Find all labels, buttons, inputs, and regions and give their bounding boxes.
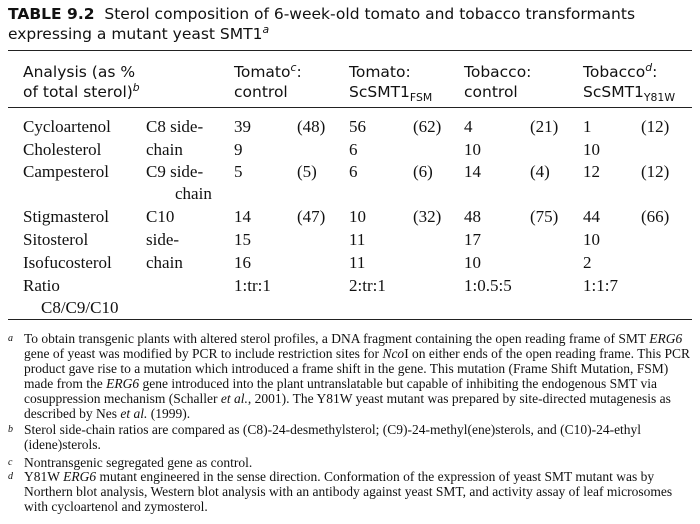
footnote-text: Y81W ERG6 mutant engineered in the sense…	[24, 469, 673, 514]
table-cell-value: 14	[234, 207, 251, 226]
table-cell-value: 2:tr:1	[349, 276, 386, 295]
table-cell-ratio-percent: (62)	[413, 117, 442, 136]
table-cell-value: 4	[464, 117, 473, 136]
header-analysis: Analysis (as % of total sterol)b	[23, 63, 140, 101]
header-tobacco-control: Tobacco: control	[464, 63, 532, 101]
footnote-marker: c	[8, 457, 13, 468]
table-cell-value: 44	[583, 207, 600, 226]
table-cell-value: 17	[464, 230, 481, 249]
footnote-c: c Nontransgenic segregated gene as contro…	[8, 455, 696, 470]
table-cell-value: 12	[583, 162, 600, 181]
table-cell-value: 6	[349, 140, 358, 159]
row-group: C8 side-	[146, 117, 204, 136]
footnote-marker: a	[8, 333, 13, 344]
row-name: Isofucosterol	[23, 253, 112, 272]
footnote-marker: d	[8, 471, 13, 482]
footnote-text: To obtain transgenic plants with altered…	[24, 331, 690, 421]
table-cell-value: 39	[234, 117, 251, 136]
bottom-rule	[8, 319, 692, 320]
caption-footnote-marker: a	[262, 22, 270, 36]
table-cell-value: 11	[349, 230, 366, 249]
table-cell-value: 1:tr:1	[234, 276, 271, 295]
table-cell-value: 56	[349, 117, 366, 136]
row-group: chain	[175, 184, 212, 203]
table-cell-value: 10	[464, 253, 481, 272]
table-cell-value: 9	[234, 140, 243, 159]
table-cell-ratio-percent: (4)	[530, 162, 550, 181]
footnote-b: b Sterol side-chain ratios are compared a…	[8, 422, 696, 452]
row-name: Ratio	[23, 276, 60, 295]
footnote-d: d Y81W ERG6 mutant engineered in the sens…	[8, 469, 696, 514]
table-cell-value: 11	[349, 253, 366, 272]
table-cell-ratio-percent: (12)	[641, 117, 670, 136]
header-rule	[8, 107, 692, 108]
table-cell-value: 6	[349, 162, 358, 181]
footnote-a: a To obtain transgenic plants with altere…	[8, 331, 696, 421]
footnote-text: Sterol side-chain ratios are compared as…	[24, 422, 642, 452]
row-group: C10	[146, 207, 175, 226]
table-cell-ratio-percent: (5)	[297, 162, 317, 181]
header-tomato-control: Tomatoc: control	[234, 60, 302, 101]
table-label: TABLE 9.2	[8, 5, 95, 23]
row-name: Cholesterol	[23, 140, 102, 159]
row-group: chain	[146, 253, 183, 272]
table-cell-value: 1:1:7	[583, 276, 618, 295]
header-tobacco-y81w: Tobaccod: ScSMT1Y81W	[583, 60, 676, 105]
row-name: Stigmasterol	[23, 207, 109, 226]
table-cell-value: 16	[234, 253, 251, 272]
table-cell-value: 48	[464, 207, 481, 226]
row-name: Sitosterol	[23, 230, 89, 249]
table-cell-ratio-percent: (66)	[641, 207, 670, 226]
row-group: C9 side-	[146, 162, 204, 181]
table-cell-ratio-percent: (32)	[413, 207, 442, 226]
table-cell-value: 15	[234, 230, 251, 249]
table-cell-ratio-percent: (21)	[530, 117, 559, 136]
table-cell-ratio-percent: (6)	[413, 162, 433, 181]
table-cell-value: 5	[234, 162, 243, 181]
footnote-marker: b	[8, 424, 13, 435]
header-tomato-fsm: Tomato: ScSMT1FSM	[349, 63, 433, 105]
table-cell-ratio-percent: (47)	[297, 207, 326, 226]
footnote-text: Nontransgenic segregated gene as control…	[24, 455, 253, 470]
table-cell-value: 10	[583, 140, 600, 159]
top-rule	[8, 50, 692, 51]
table-cell-ratio-percent: (12)	[641, 162, 670, 181]
row-group: side-	[146, 230, 180, 249]
row-name: Campesterol	[23, 162, 109, 181]
table-cell-ratio-percent: (48)	[297, 117, 326, 136]
table-cell-value: 10	[464, 140, 481, 159]
table-cell-value: 10	[583, 230, 600, 249]
table-cell-value: 1	[583, 117, 592, 136]
table-cell-value: 14	[464, 162, 481, 181]
row-name: Cycloartenol	[23, 117, 111, 136]
table-caption: TABLE 9.2 Sterol composition of 6-week-o…	[8, 4, 692, 44]
table-title: Sterol composition of 6-week-old tomato …	[8, 5, 636, 43]
table-cell-value: 2	[583, 253, 592, 272]
table-cell-value: 10	[349, 207, 366, 226]
table-cell-value: 1:0.5:5	[464, 276, 512, 295]
table-cell-ratio-percent: (75)	[530, 207, 559, 226]
row-name: C8/C9/C10	[41, 298, 119, 317]
row-group: chain	[146, 140, 183, 159]
